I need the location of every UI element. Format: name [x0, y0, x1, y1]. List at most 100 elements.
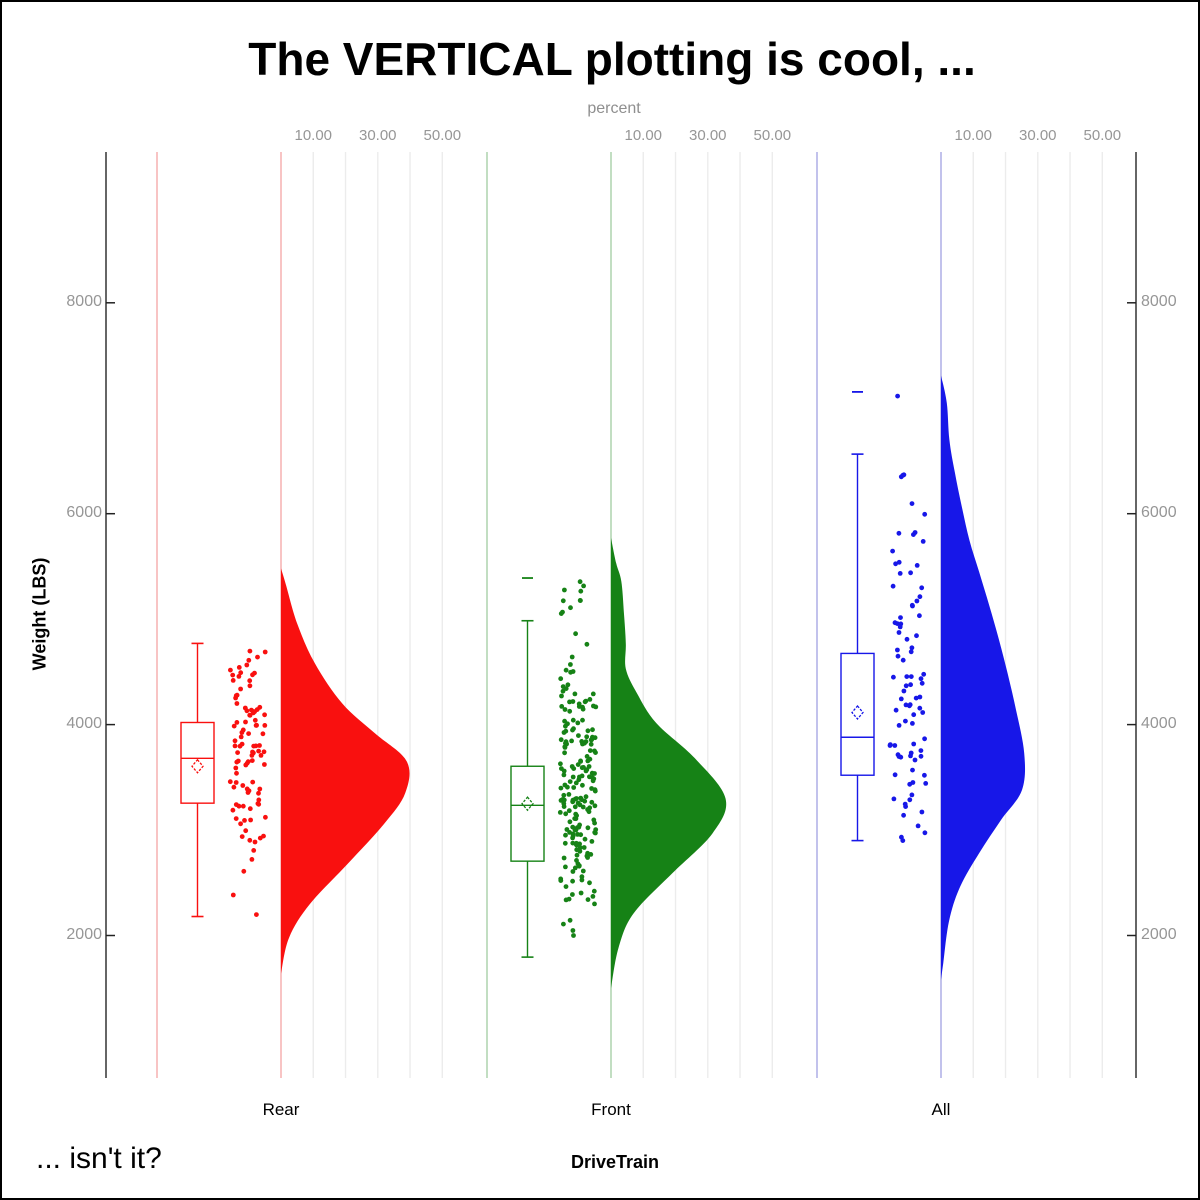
- data-point-rear: [252, 839, 258, 845]
- data-point-front: [570, 797, 576, 803]
- data-point-front: [568, 669, 573, 675]
- data-point-all: [922, 830, 928, 836]
- data-point-rear: [260, 731, 266, 737]
- data-point-front: [561, 772, 567, 778]
- data-point-front: [580, 704, 585, 710]
- data-point-front: [570, 774, 576, 780]
- data-point-front: [592, 803, 598, 809]
- data-point-all: [904, 674, 910, 679]
- data-point-front: [567, 819, 573, 825]
- data-point-front: [563, 832, 568, 838]
- data-point-all: [922, 511, 928, 517]
- data-point-front: [572, 865, 578, 871]
- data-point-rear: [233, 693, 239, 698]
- data-point-rear: [243, 719, 248, 725]
- data-point-all: [920, 539, 926, 544]
- data-point-all: [898, 696, 904, 702]
- data-point-all: [909, 501, 915, 506]
- data-point-front: [571, 933, 576, 938]
- data-point-front: [569, 654, 575, 660]
- data-point-rear: [262, 712, 267, 718]
- data-point-front: [578, 795, 584, 801]
- data-point-front: [562, 782, 568, 788]
- data-point-front: [570, 699, 576, 704]
- data-point-rear: [261, 833, 266, 839]
- data-point-front: [588, 741, 594, 747]
- data-point-front: [569, 738, 574, 744]
- data-point-rear: [249, 753, 255, 758]
- data-point-front: [584, 734, 590, 740]
- data-point-front: [560, 598, 566, 604]
- data-point-all: [897, 624, 903, 630]
- data-point-all: [914, 563, 920, 568]
- data-point-front: [587, 748, 593, 753]
- data-point-front: [558, 611, 564, 616]
- data-point-all: [923, 781, 929, 786]
- data-point-rear: [243, 828, 249, 834]
- data-point-front: [589, 786, 594, 791]
- data-point-front: [587, 697, 593, 702]
- y-tick-label-left: 6000: [66, 503, 102, 521]
- data-point-front: [562, 587, 567, 593]
- data-point-front: [561, 797, 567, 803]
- data-point-front: [573, 811, 579, 817]
- data-point-front: [582, 836, 588, 842]
- data-point-front: [565, 721, 570, 727]
- category-label-rear: Rear: [262, 1100, 300, 1119]
- data-point-rear: [257, 786, 263, 792]
- box-rear: [180, 721, 215, 804]
- mean-diamond-all: [851, 704, 864, 720]
- data-point-all: [911, 741, 917, 747]
- data-point-rear: [251, 743, 257, 749]
- x-axis-title: DriveTrain: [570, 1152, 660, 1172]
- data-point-all: [913, 695, 919, 701]
- data-point-front: [559, 704, 565, 709]
- data-point-all: [908, 682, 913, 688]
- data-point-rear: [240, 803, 246, 809]
- data-point-all: [909, 602, 915, 608]
- data-point-all: [918, 676, 924, 682]
- data-point-front: [590, 691, 596, 697]
- data-point-rear: [232, 738, 238, 744]
- data-point-front: [561, 730, 567, 735]
- data-point-front: [562, 750, 567, 756]
- y-tick-label-left: 2000: [66, 925, 102, 943]
- data-point-rear: [235, 750, 241, 755]
- data-point-front: [589, 839, 595, 844]
- data-point-rear: [238, 670, 244, 676]
- data-point-front: [580, 782, 585, 788]
- data-point-rear: [261, 749, 267, 755]
- y-axis-title: Weight (LBS): [29, 557, 50, 671]
- data-point-rear: [247, 806, 253, 812]
- data-point-rear: [246, 657, 252, 663]
- data-point-front: [577, 802, 583, 808]
- data-point-rear: [262, 723, 268, 728]
- data-point-rear: [254, 912, 259, 917]
- data-point-all: [900, 472, 906, 478]
- data-point-rear: [247, 678, 253, 684]
- data-point-front: [589, 799, 595, 805]
- data-point-front: [561, 855, 567, 861]
- percent-axis-title: percent: [587, 100, 641, 117]
- data-point-front: [587, 880, 592, 886]
- data-point-rear: [234, 701, 240, 706]
- data-point-all: [912, 757, 918, 763]
- data-point-front: [573, 827, 579, 833]
- data-point-all: [897, 571, 903, 576]
- data-point-front: [567, 779, 573, 784]
- data-point-all: [921, 671, 927, 677]
- data-point-all: [907, 797, 913, 803]
- data-point-rear: [244, 708, 250, 714]
- data-point-front: [572, 804, 578, 810]
- data-point-front: [588, 852, 594, 857]
- percent-tick-label: 10.00: [624, 127, 663, 144]
- data-point-all: [911, 712, 917, 718]
- data-point-front: [586, 764, 592, 769]
- data-point-front: [577, 845, 583, 850]
- violin-rear: [281, 568, 410, 974]
- data-point-front: [562, 707, 568, 712]
- data-point-front: [571, 785, 577, 790]
- data-point-rear: [240, 783, 246, 788]
- data-point-rear: [230, 807, 236, 813]
- percent-tick-label: 50.00: [753, 127, 792, 144]
